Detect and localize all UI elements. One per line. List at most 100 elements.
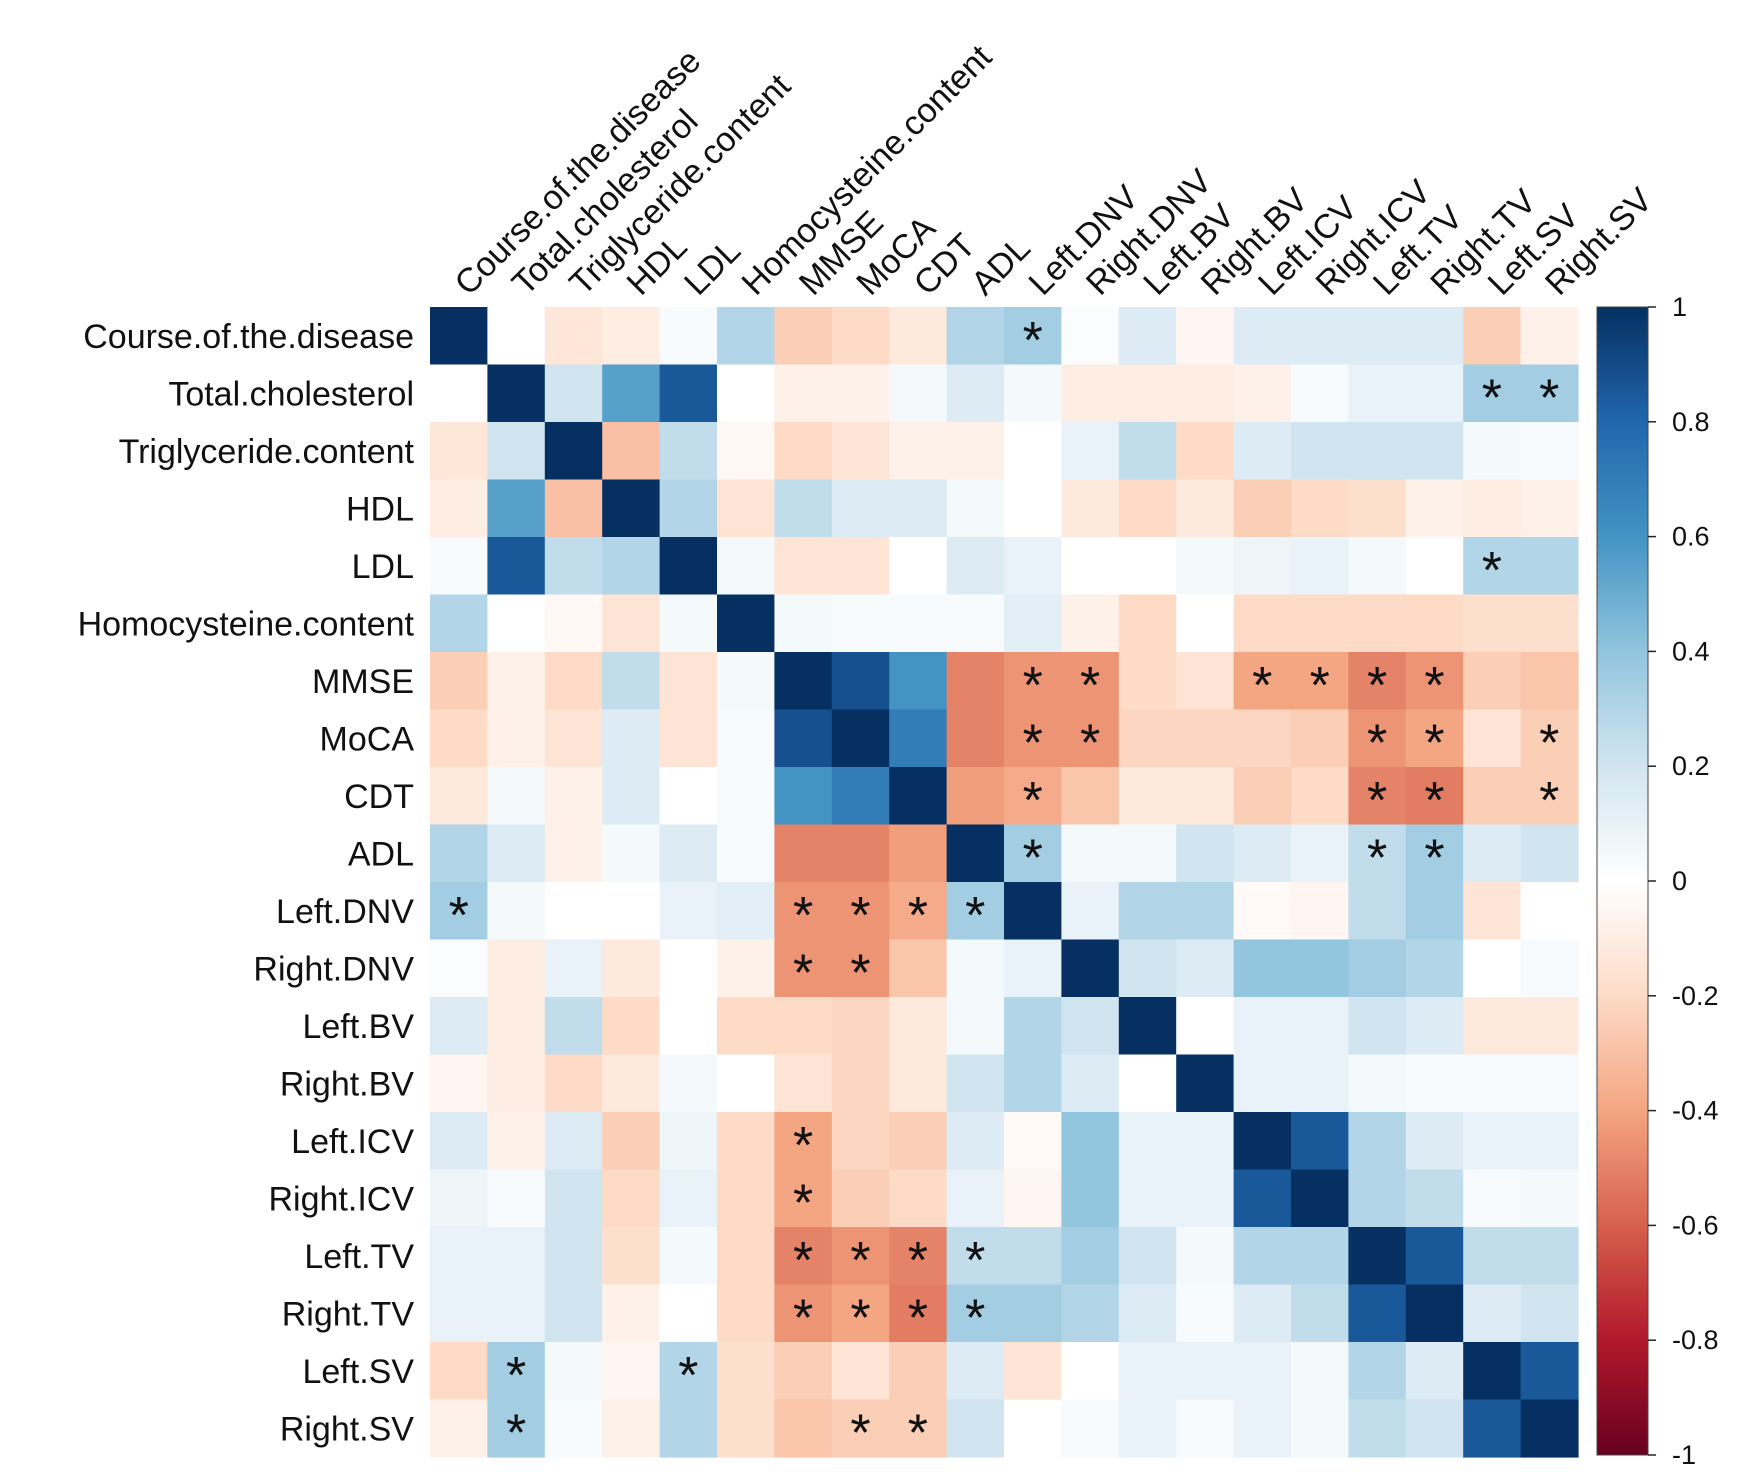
heatmap-cell-Total.cholesterol-Right.ICV (1291, 364, 1349, 423)
heatmap-cell-ADL-Right.ICV (1291, 824, 1349, 883)
heatmap-cell-Left.TV-Course.of.the.disease (430, 1227, 488, 1286)
heatmap-cell-Homocysteine.content-Right.TV (1405, 594, 1464, 653)
row-label: MoCA (320, 720, 415, 758)
heatmap-cell-MoCA-ADL (946, 709, 1005, 768)
heatmap-cell-LDL-MMSE (774, 537, 833, 596)
heatmap-cell-Right.BV-MoCA (831, 1054, 890, 1113)
heatmap-cell-Right.SV-Left.DNV (1004, 1399, 1062, 1458)
heatmap-cell-Right.SV-Left.TV (1348, 1399, 1407, 1458)
heatmap-cell-Course.of.the.disease-Course.of.the.disease (430, 307, 488, 366)
heatmap-cell-Triglyceride.content-Right.ICV (1291, 422, 1349, 481)
significance-star: * (850, 887, 870, 945)
heatmap-cell-Course.of.the.disease-Left.ICV (1233, 307, 1292, 366)
heatmap-cell-Left.ICV-Left.ICV (1233, 1112, 1292, 1171)
heatmap-cell-Left.DNV-Right.SV (1520, 882, 1579, 941)
heatmap-cell-Total.cholesterol-Triglyceride.content (544, 364, 603, 423)
significance-star: * (678, 1347, 698, 1405)
row-label: ADL (348, 835, 414, 873)
heatmap-cell-Left.TV-Right.SV (1520, 1227, 1579, 1286)
heatmap-cell-Left.DNV-ADL (946, 882, 1005, 941)
significance-star: * (793, 887, 813, 945)
heatmap-cell-Right.TV-Course.of.the.disease (430, 1284, 488, 1343)
heatmap-cell-HDL-CDT (889, 479, 948, 538)
heatmap-cell-Right.BV-Right.SV (1520, 1054, 1579, 1113)
heatmap-cell-Course.of.the.disease-Left.TV (1348, 307, 1407, 366)
heatmap-cell-Left.TV-ADL (946, 1227, 1005, 1286)
heatmap-cell-LDL-HDL (602, 537, 661, 596)
heatmap-cell-Left.ICV-Left.SV (1463, 1112, 1522, 1171)
heatmap-cell-Right.ICV-Left.TV (1348, 1169, 1407, 1228)
significance-star: * (1023, 829, 1043, 887)
heatmap-cell-Course.of.the.disease-MMSE (774, 307, 833, 366)
heatmap-cell-LDL-Course.of.the.disease (430, 537, 488, 596)
color-scale-tick-label: -1 (1672, 1440, 1696, 1470)
heatmap-cell-Homocysteine.content-ADL (946, 594, 1005, 653)
heatmap-cell-Left.DNV-MMSE (774, 882, 833, 941)
heatmap-cell-CDT-Course.of.the.disease (430, 767, 488, 826)
heatmap-cell-Right.TV-Homocysteine.content (717, 1284, 775, 1343)
heatmap-cell-Left.BV-Course.of.the.disease (430, 997, 488, 1056)
heatmap-cell-CDT-HDL (602, 767, 661, 826)
heatmap-cell-Triglyceride.content-CDT (889, 422, 948, 481)
heatmap-cell-LDL-MoCA (831, 537, 890, 596)
heatmap-cell-Left.BV-Right.TV (1405, 997, 1464, 1056)
heatmap-cell-Homocysteine.content-Total.cholesterol (487, 594, 546, 653)
significance-star: * (1539, 714, 1559, 772)
row-label: Left.BV (302, 1008, 414, 1046)
heatmap-cell-Left.BV-LDL (659, 997, 718, 1056)
heatmap-cell-Right.DNV-Right.DNV (1061, 939, 1120, 998)
heatmap-cell-MMSE-Right.SV (1520, 652, 1579, 711)
row-label: Left.TV (304, 1238, 414, 1276)
significance-star: * (1424, 772, 1444, 830)
heatmap-cell-MMSE-CDT (889, 652, 948, 711)
heatmap-cell-Right.ICV-Triglyceride.content (544, 1169, 603, 1228)
heatmap-cell-Right.TV-MoCA (831, 1284, 890, 1343)
heatmap-cell-Left.DNV-Total.cholesterol (487, 882, 546, 941)
heatmap-cell-Homocysteine.content-Left.TV (1348, 594, 1407, 653)
heatmap-cell-Right.SV-Left.BV (1118, 1399, 1177, 1458)
heatmap-cell-Right.DNV-Left.ICV (1233, 939, 1292, 998)
row-label: Left.SV (302, 1353, 414, 1391)
heatmap-cell-Total.cholesterol-Right.BV (1176, 364, 1235, 423)
heatmap-cell-Left.SV-Triglyceride.content (544, 1342, 603, 1401)
heatmap-cell-HDL-Left.SV (1463, 479, 1522, 538)
significance-star: * (793, 1232, 813, 1290)
heatmap-cell-Right.BV-Left.SV (1463, 1054, 1522, 1113)
heatmap-cell-CDT-Left.SV (1463, 767, 1522, 826)
heatmap-cell-HDL-MMSE (774, 479, 833, 538)
heatmap-cell-MoCA-Left.ICV (1233, 709, 1292, 768)
heatmap-cell-Total.cholesterol-ADL (946, 364, 1005, 423)
heatmap-cell-Total.cholesterol-MoCA (831, 364, 890, 423)
heatmap-cell-Right.ICV-Right.SV (1520, 1169, 1579, 1228)
heatmap-cell-Right.ICV-CDT (889, 1169, 948, 1228)
heatmap-cell-Total.cholesterol-MMSE (774, 364, 833, 423)
heatmap-cell-Left.BV-Right.DNV (1061, 997, 1120, 1056)
heatmap-cell-Right.SV-Right.BV (1176, 1399, 1235, 1458)
heatmap-cell-Homocysteine.content-Homocysteine.content (717, 594, 775, 653)
heatmap-cell-Right.DNV-Course.of.the.disease (430, 939, 488, 998)
heatmap-cell-Right.SV-Triglyceride.content (544, 1399, 603, 1458)
color-scale-tick-label: -0.6 (1672, 1210, 1719, 1240)
heatmap-cell-Total.cholesterol-Homocysteine.content (717, 364, 775, 423)
heatmap-cell-Right.ICV-Right.DNV (1061, 1169, 1120, 1228)
heatmap-cell-HDL-Total.cholesterol (487, 479, 546, 538)
heatmap-cell-Left.TV-Left.BV (1118, 1227, 1177, 1286)
heatmap-cell-Triglyceride.content-ADL (946, 422, 1005, 481)
heatmap-cell-Right.SV-Homocysteine.content (717, 1399, 775, 1458)
heatmap-cell-Right.ICV-HDL (602, 1169, 661, 1228)
heatmap-cell-LDL-Right.BV (1176, 537, 1235, 596)
heatmap-cell-Right.TV-Total.cholesterol (487, 1284, 546, 1343)
significance-star: * (1367, 657, 1387, 715)
heatmap-cell-Left.BV-Left.BV (1118, 997, 1177, 1056)
heatmap-cell-Course.of.the.disease-Homocysteine.content (717, 307, 775, 366)
color-scale-ticks: 1 0.8 0.6 0.4 0.2 0 -0.2 -0.4 -0.6 -0.8 -1 (1648, 292, 1719, 1470)
heatmap-cell-HDL-Left.ICV (1233, 479, 1292, 538)
heatmap-cell-Course.of.the.disease-Total.cholesterol (487, 307, 546, 366)
heatmap-cell-ADL-Right.TV (1405, 824, 1464, 883)
heatmap-cell-Total.cholesterol-HDL (602, 364, 661, 423)
heatmap-cell-Right.BV-LDL (659, 1054, 718, 1113)
heatmap-cell-Right.ICV-Right.ICV (1291, 1169, 1349, 1228)
heatmap-cell-Right.DNV-Left.BV (1118, 939, 1177, 998)
heatmap-cell-LDL-ADL (946, 537, 1005, 596)
